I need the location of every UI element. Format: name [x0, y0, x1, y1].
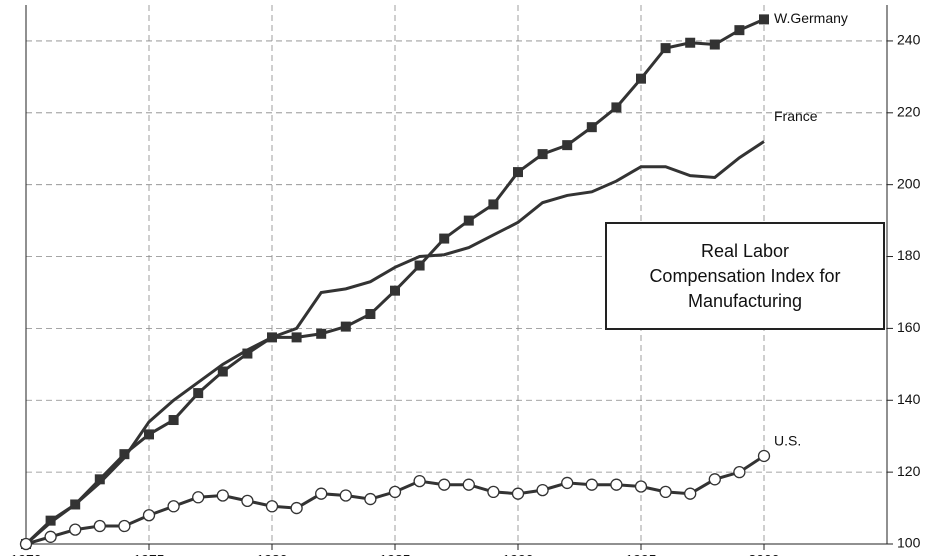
marker — [142, 509, 156, 522]
marker — [119, 449, 130, 460]
marker — [734, 25, 745, 36]
marker — [438, 478, 451, 491]
chart-title-line: Compensation Index for — [649, 265, 841, 286]
marker — [144, 429, 154, 440]
marker — [414, 260, 425, 271]
marker — [488, 199, 499, 210]
marker — [634, 480, 648, 493]
marker — [462, 478, 475, 491]
x-tick-label: 1980 — [256, 552, 287, 556]
marker — [94, 474, 105, 485]
marker — [316, 328, 327, 339]
marker — [660, 43, 671, 54]
marker — [168, 415, 179, 426]
y-tick-label: 200 — [897, 175, 921, 191]
marker — [315, 487, 328, 500]
x-tick-label: 1970 — [10, 552, 41, 556]
marker — [757, 449, 771, 463]
chart-title-line: Real Labor — [700, 240, 790, 261]
marker — [561, 476, 574, 490]
x-tick-label: 2000 — [748, 552, 779, 556]
marker — [217, 366, 228, 377]
x-tick-label: 1990 — [502, 552, 533, 556]
marker — [290, 501, 303, 515]
x-tick-label: 1975 — [133, 552, 164, 556]
marker — [291, 332, 302, 343]
marker — [536, 483, 549, 497]
y-tick-label: 220 — [897, 104, 921, 120]
marker — [759, 14, 769, 25]
marker — [439, 233, 450, 244]
marker — [709, 39, 720, 50]
y-tick-label: 180 — [897, 247, 921, 263]
marker — [216, 489, 229, 502]
marker — [487, 485, 500, 499]
marker — [19, 537, 33, 551]
marker — [685, 37, 696, 48]
marker — [44, 530, 57, 543]
chart-title-line: Manufacturing — [687, 290, 803, 311]
marker — [585, 478, 598, 491]
marker — [463, 215, 474, 226]
marker — [733, 465, 746, 479]
marker — [708, 473, 721, 486]
y-tick-label: 240 — [897, 32, 921, 48]
series-label: W.Germany — [774, 10, 848, 26]
marker — [193, 388, 204, 399]
marker — [192, 491, 205, 504]
title-box: Real Labor Compensation Index for Manufa… — [605, 222, 885, 330]
marker — [611, 102, 622, 113]
marker — [69, 523, 82, 536]
y-tick-label: 160 — [897, 319, 921, 335]
marker — [118, 519, 131, 533]
marker — [413, 474, 426, 488]
marker — [167, 500, 180, 513]
marker — [511, 487, 525, 500]
marker — [586, 122, 597, 133]
series-label: France — [774, 108, 818, 124]
marker — [388, 485, 402, 499]
marker — [636, 73, 646, 84]
marker — [340, 321, 351, 332]
marker — [265, 500, 279, 513]
marker — [537, 149, 548, 160]
x-tick-label: 1995 — [625, 552, 656, 556]
series-label: U.S. — [774, 433, 801, 449]
marker — [390, 285, 400, 296]
y-tick-label: 120 — [897, 463, 921, 479]
marker — [365, 309, 376, 320]
marker — [242, 348, 253, 359]
marker — [364, 492, 377, 506]
marker — [339, 489, 352, 502]
marker — [659, 485, 672, 499]
x-tick-label: 1985 — [379, 552, 410, 556]
marker — [562, 140, 573, 151]
marker — [684, 487, 697, 500]
marker — [610, 478, 623, 491]
marker — [513, 167, 523, 178]
y-tick-label: 140 — [897, 391, 921, 407]
marker — [93, 519, 106, 533]
series-line — [25, 140, 765, 546]
marker — [241, 494, 254, 508]
y-tick-label: 100 — [897, 535, 921, 551]
